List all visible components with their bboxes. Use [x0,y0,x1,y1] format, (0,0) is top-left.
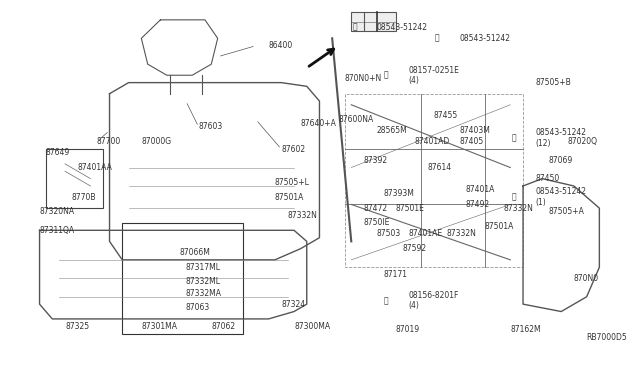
Text: Ⓑ: Ⓑ [384,296,388,305]
Text: 87324: 87324 [282,300,305,309]
Text: 87649: 87649 [46,148,70,157]
Text: 08543-51242: 08543-51242 [377,23,428,32]
Text: 87600NA: 87600NA [339,115,374,124]
Text: 87392: 87392 [364,155,388,165]
Text: 8750IE: 8750IE [364,218,390,227]
Text: 08543-51242
(12): 08543-51242 (12) [536,128,587,148]
Text: 87505+A: 87505+A [548,207,584,217]
Text: 87614: 87614 [428,163,452,172]
Text: 87325: 87325 [65,322,89,331]
Text: 870N0+N: 870N0+N [345,74,382,83]
Text: 87300MA: 87300MA [294,322,330,331]
Text: 87501A: 87501A [485,222,514,231]
Text: 87332MA: 87332MA [186,289,222,298]
Text: 87401AA: 87401AA [77,163,113,172]
Text: 87405: 87405 [460,137,484,146]
Text: 87063: 87063 [186,303,210,312]
Text: 08157-0251E
(4): 08157-0251E (4) [408,65,460,85]
Text: RB7000D5: RB7000D5 [587,333,627,342]
Text: 87455: 87455 [434,111,458,121]
Text: 87069: 87069 [548,155,573,165]
Text: 87311QA: 87311QA [40,226,75,235]
Text: 87592: 87592 [402,244,426,253]
Text: 87332N: 87332N [287,211,317,220]
Text: 87401A: 87401A [466,185,495,194]
Text: 28565M: 28565M [377,126,408,135]
Text: 87700: 87700 [97,137,121,146]
Text: 08543-51242: 08543-51242 [460,34,511,43]
Text: 87162M: 87162M [510,326,541,334]
Text: 8770B: 8770B [72,193,96,202]
Text: Ⓑ: Ⓑ [435,34,440,43]
Text: 870N0: 870N0 [574,274,599,283]
Text: 87019: 87019 [396,326,420,334]
Polygon shape [351,13,396,31]
Text: Ⓑ: Ⓑ [511,134,516,142]
Text: Ⓑ: Ⓑ [384,71,388,80]
Text: Ⓑ: Ⓑ [511,193,516,202]
Text: 87332N: 87332N [447,230,477,238]
Text: 08543-51242
(1): 08543-51242 (1) [536,187,587,207]
Text: Ⓑ: Ⓑ [352,23,356,32]
Text: 87401AD: 87401AD [415,137,450,146]
Text: 87066M: 87066M [179,248,211,257]
Text: 87403M: 87403M [460,126,490,135]
Text: 87332ML: 87332ML [186,278,221,286]
Text: 87000G: 87000G [141,137,172,146]
Text: 87020Q: 87020Q [568,137,598,146]
Text: 08156-8201F
(4): 08156-8201F (4) [408,291,459,310]
Text: 87501E: 87501E [396,203,425,213]
Text: 86400: 86400 [269,41,293,50]
Text: 87505+B: 87505+B [536,78,572,87]
Text: 87492: 87492 [466,200,490,209]
Text: 87501A: 87501A [275,193,304,202]
Text: 87401AE: 87401AE [408,230,443,238]
Text: 87320NA: 87320NA [40,207,75,217]
Text: 87171: 87171 [383,270,407,279]
Text: 87503: 87503 [377,230,401,238]
Text: 87317ML: 87317ML [186,263,221,272]
Text: 87301MA: 87301MA [141,322,177,331]
Text: 87640+A: 87640+A [300,119,336,128]
Text: 87450: 87450 [536,174,560,183]
Text: 87602: 87602 [282,145,305,154]
Text: 87332N: 87332N [504,203,534,213]
Text: 87603: 87603 [198,122,223,131]
Text: 87505+L: 87505+L [275,178,310,187]
Text: 87062: 87062 [211,322,236,331]
Text: 87472: 87472 [364,203,388,213]
Text: 87393M: 87393M [383,189,414,198]
